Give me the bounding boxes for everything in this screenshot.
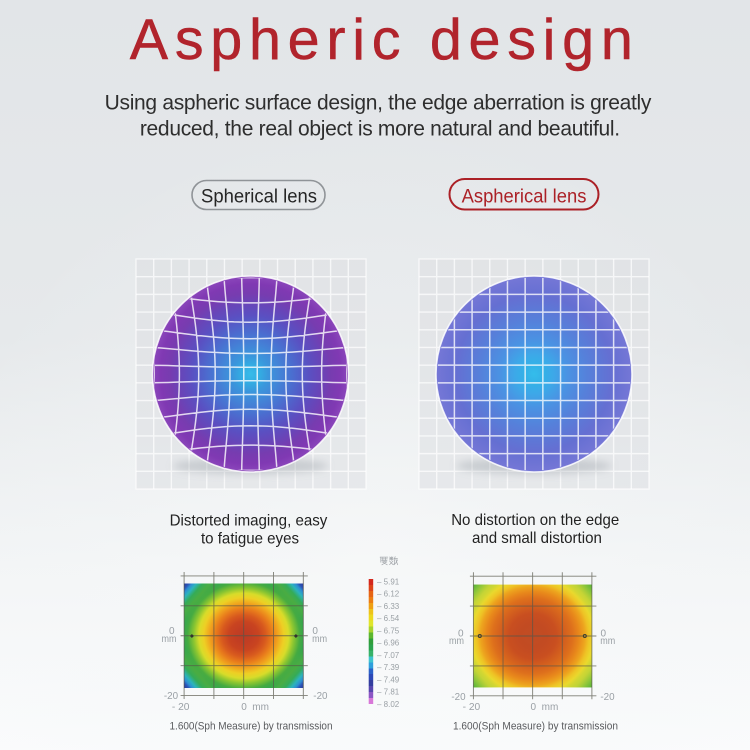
svg-text:mm: mm [312, 634, 327, 645]
svg-text:0: 0 [601, 628, 607, 639]
svg-text:to fatigue eyes: to fatigue eyes [201, 530, 299, 547]
svg-text:– 7.49: – 7.49 [377, 675, 400, 684]
svg-text:0: 0 [169, 626, 175, 637]
svg-text:mm: mm [600, 636, 615, 647]
svg-text:– 6.54: – 6.54 [377, 614, 400, 623]
svg-text:0: 0 [312, 626, 318, 637]
svg-text:– 6.33: – 6.33 [377, 602, 400, 611]
svg-text:– 6.96: – 6.96 [377, 639, 400, 648]
svg-text:– 7.07: – 7.07 [377, 651, 400, 660]
svg-text:1.600(Sph Measure) by transmis: 1.600(Sph Measure) by transmission [453, 721, 618, 733]
svg-text:Aspherical lens: Aspherical lens [462, 187, 587, 208]
svg-text:Using aspheric surface design,: Using aspheric surface design, the edge … [105, 91, 652, 114]
svg-text:-20: -20 [451, 692, 466, 703]
svg-text:– 6.12: – 6.12 [377, 590, 400, 599]
svg-text:– 8.02: – 8.02 [377, 700, 400, 709]
svg-text:and small distortion: and small distortion [472, 530, 602, 547]
svg-text:0 mm: 0 mm [241, 702, 269, 713]
svg-text:– 7.81: – 7.81 [377, 688, 400, 697]
svg-text:- 20: - 20 [463, 702, 481, 713]
svg-text:- 20: - 20 [172, 702, 190, 713]
svg-text:– 7.39: – 7.39 [377, 663, 400, 672]
svg-text:0: 0 [458, 628, 464, 639]
svg-text:-20: -20 [164, 691, 179, 702]
svg-text:reduced, the real object is mo: reduced, the real object is more natural… [140, 117, 620, 140]
svg-text:mm: mm [449, 636, 464, 647]
svg-text:Aspheric design: Aspheric design [130, 8, 633, 72]
svg-text:0 mm: 0 mm [531, 702, 559, 713]
svg-text:– 5.91: – 5.91 [377, 577, 400, 586]
svg-text:– 6.75: – 6.75 [377, 626, 400, 635]
svg-text:No distortion on the edge: No distortion on the edge [451, 512, 619, 529]
svg-text:Distorted imaging, easy: Distorted imaging, easy [170, 512, 328, 529]
svg-text:-20: -20 [600, 692, 615, 703]
svg-text:-20: -20 [313, 691, 328, 702]
svg-text:Spherical lens: Spherical lens [201, 187, 317, 208]
svg-text:1.600(Sph Measure) by transmis: 1.600(Sph Measure) by transmission [170, 721, 333, 733]
svg-text:mm: mm [162, 634, 177, 645]
